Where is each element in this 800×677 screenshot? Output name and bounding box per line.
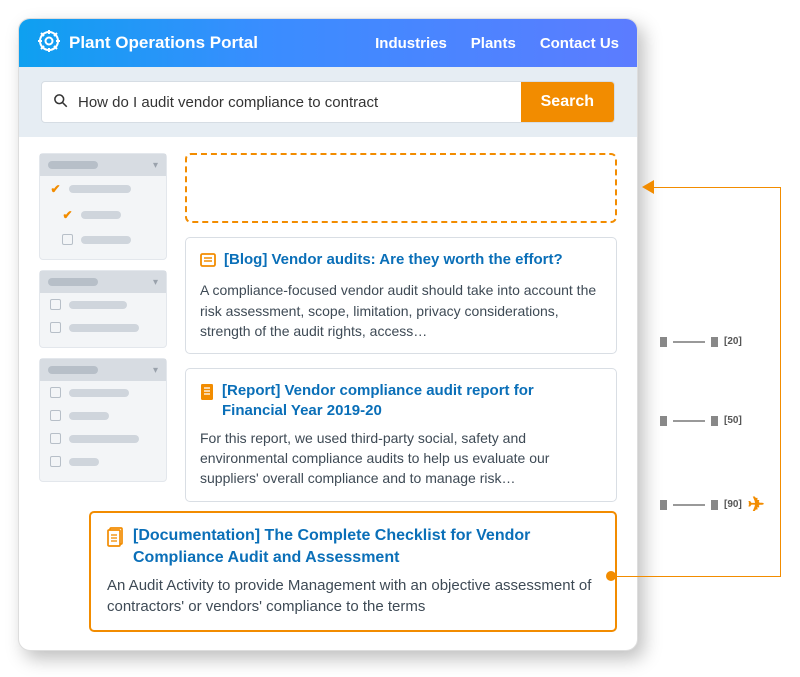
checkbox[interactable] (50, 387, 61, 398)
drop-target-slot[interactable] (185, 153, 617, 223)
check-icon: ✔ (50, 182, 61, 196)
plane-icon: ✈ (748, 492, 765, 517)
checkbox[interactable] (50, 433, 61, 444)
top-nav: Industries Plants Contact Us (375, 35, 619, 52)
app-title: Plant Operations Portal (69, 33, 258, 53)
filter-group: ▾ (39, 358, 167, 482)
top-header: Plant Operations Portal Industries Plant… (19, 19, 637, 67)
content-body: ▾ ✔ ✔ ▾ ▾ (19, 137, 637, 514)
search-input[interactable] (78, 94, 521, 111)
search-icon (42, 93, 78, 112)
chevron-down-icon: ▾ (153, 277, 158, 288)
result-title: [Documentation] The Complete Checklist f… (133, 525, 599, 568)
logo: Plant Operations Portal (37, 29, 258, 58)
checkbox[interactable] (50, 322, 61, 333)
check-icon: ✔ (62, 208, 73, 222)
score-marker: [20] (660, 336, 742, 347)
result-snippet: For this report, we used third-party soc… (200, 428, 602, 489)
checkbox[interactable] (62, 234, 73, 245)
filter-head[interactable]: ▾ (40, 271, 166, 293)
searchbar-area: Search (19, 67, 637, 137)
filter-group: ▾ (39, 270, 167, 348)
portal-window: Plant Operations Portal Industries Plant… (18, 18, 638, 651)
connector-line (650, 187, 780, 188)
chevron-down-icon: ▾ (153, 365, 158, 376)
result-title: [Report] Vendor compliance audit report … (222, 381, 602, 422)
report-icon (200, 383, 214, 422)
connector-line (610, 576, 780, 577)
result-card[interactable]: [Blog] Vendor audits: Are they worth the… (185, 237, 617, 354)
connector-line (780, 187, 781, 577)
nav-plants[interactable]: Plants (471, 35, 516, 52)
documentation-icon (107, 527, 125, 568)
filter-sidebar: ▾ ✔ ✔ ▾ ▾ (39, 153, 167, 502)
filter-head[interactable]: ▾ (40, 359, 166, 381)
result-snippet: A compliance-focused vendor audit should… (200, 280, 602, 341)
filter-group: ▾ ✔ ✔ (39, 153, 167, 260)
highlighted-result-card[interactable]: [Documentation] The Complete Checklist f… (89, 511, 617, 632)
score-label: [50] (724, 415, 742, 426)
annotation-layer: [20] [50] [90] ✈ (650, 0, 800, 677)
result-card[interactable]: [Report] Vendor compliance audit report … (185, 368, 617, 501)
tick-icon (711, 500, 718, 510)
checkbox[interactable] (50, 456, 61, 467)
search-button[interactable]: Search (521, 82, 614, 122)
tick-icon (660, 337, 667, 347)
tick-icon (660, 500, 667, 510)
connector-dot (606, 571, 616, 581)
filter-head[interactable]: ▾ (40, 154, 166, 176)
score-marker: [50] (660, 415, 742, 426)
nav-industries[interactable]: Industries (375, 35, 447, 52)
chevron-down-icon: ▾ (153, 160, 158, 171)
tick-icon (711, 416, 718, 426)
checkbox[interactable] (50, 299, 61, 310)
checkbox[interactable] (50, 410, 61, 421)
highlighted-card-wrap: [Documentation] The Complete Checklist f… (89, 511, 617, 632)
results-column: [Blog] Vendor audits: Are they worth the… (185, 153, 617, 502)
nav-contact[interactable]: Contact Us (540, 35, 619, 52)
arrow-left-icon (642, 180, 654, 194)
blog-icon (200, 252, 216, 274)
searchbar: Search (41, 81, 615, 123)
score-marker: [90] ✈ (660, 492, 765, 517)
score-label: [90] (724, 499, 742, 510)
score-label: [20] (724, 336, 742, 347)
result-snippet: An Audit Activity to provide Management … (107, 575, 599, 619)
result-title: [Blog] Vendor audits: Are they worth the… (224, 250, 563, 274)
tick-icon (711, 337, 718, 347)
tick-icon (660, 416, 667, 426)
gear-icon (37, 29, 61, 58)
